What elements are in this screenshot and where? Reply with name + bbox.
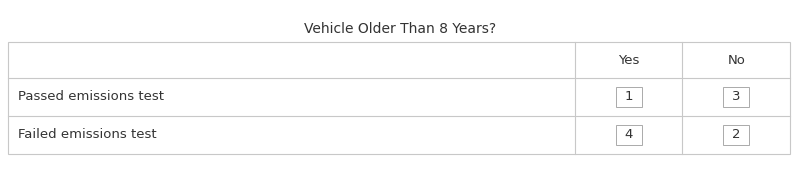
Text: Passed emissions test: Passed emissions test bbox=[18, 91, 164, 103]
Text: Vehicle Older Than 8 Years?: Vehicle Older Than 8 Years? bbox=[304, 22, 496, 36]
Text: 1: 1 bbox=[625, 91, 633, 103]
Bar bbox=[616, 87, 642, 107]
Text: Failed emissions test: Failed emissions test bbox=[18, 128, 157, 141]
Bar bbox=[616, 125, 642, 145]
Text: No: No bbox=[727, 54, 745, 66]
Bar bbox=[8, 42, 790, 154]
Text: 4: 4 bbox=[625, 128, 633, 141]
Text: Yes: Yes bbox=[618, 54, 639, 66]
Text: 3: 3 bbox=[732, 91, 741, 103]
Bar bbox=[723, 125, 750, 145]
Text: 2: 2 bbox=[732, 128, 741, 141]
Bar bbox=[723, 87, 750, 107]
